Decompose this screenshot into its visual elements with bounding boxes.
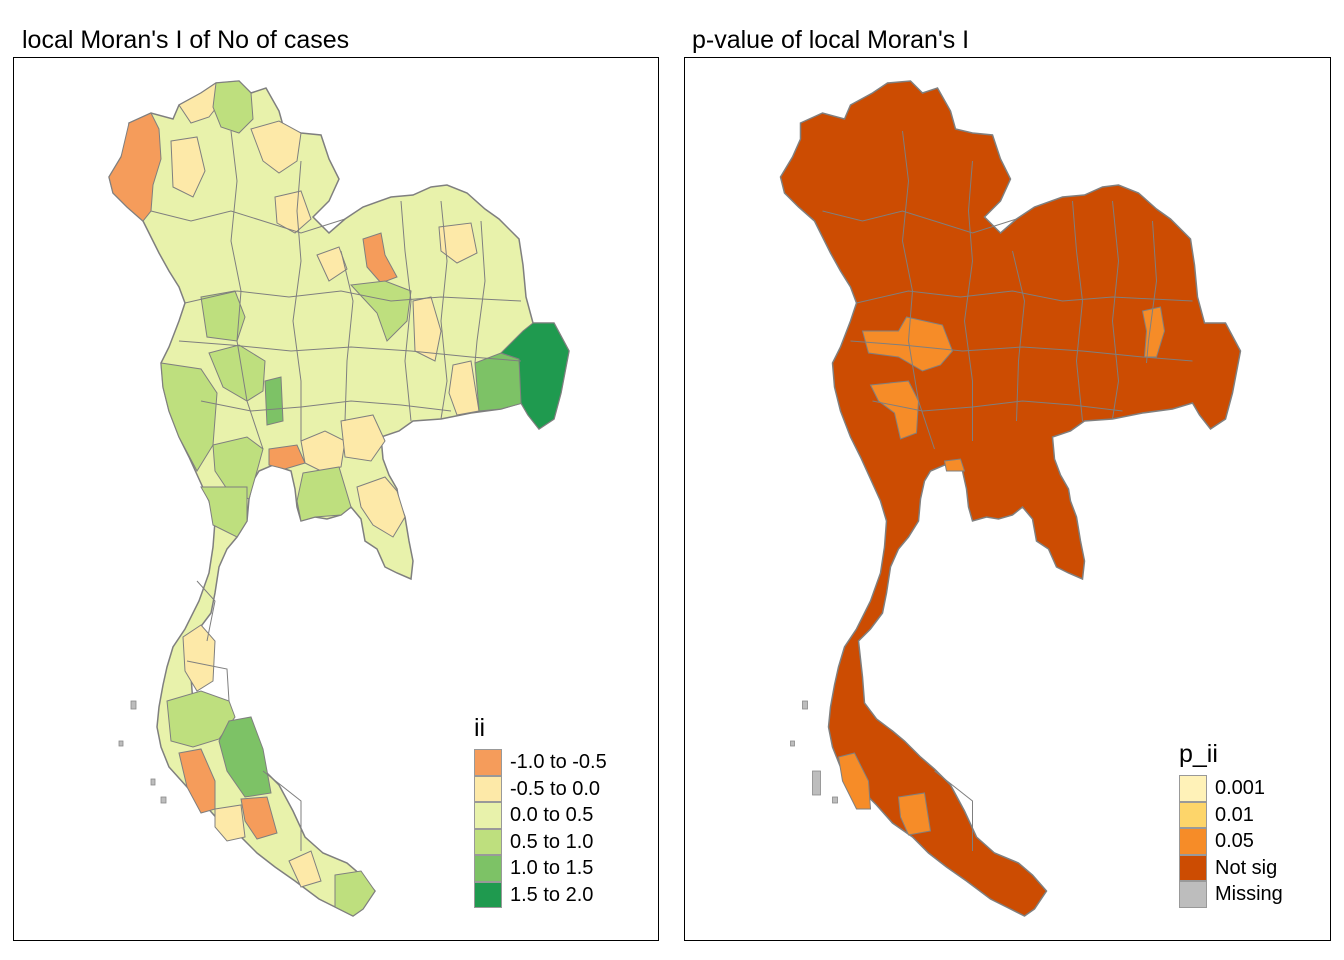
left-legend-swatch xyxy=(474,828,502,855)
left-legend-item: 1.0 to 1.5 xyxy=(474,855,607,882)
left-legend-swatch xyxy=(474,775,502,802)
left-legend-item: -0.5 to 0.0 xyxy=(474,775,607,802)
left-legend-item: 0.5 to 1.0 xyxy=(474,828,607,855)
right-legend-item: 0.001 xyxy=(1179,775,1283,802)
right-legend-title: p_ii xyxy=(1179,740,1218,768)
right-map-legend: p_ii 0.001 0.01 0.05 Not sig Missing xyxy=(1179,742,1283,908)
left-legend-item: -1.0 to -0.5 xyxy=(474,749,607,776)
left-legend-label: -0.5 to 0.0 xyxy=(510,777,601,800)
right-legend-label: 0.01 xyxy=(1215,803,1254,826)
right-legend-swatch xyxy=(1179,854,1207,881)
right-legend-swatch xyxy=(1179,828,1207,855)
right-legend-item: Missing xyxy=(1179,881,1283,908)
left-map-frame xyxy=(13,57,659,941)
left-legend-label: -1.0 to -0.5 xyxy=(510,751,607,774)
left-legend-title: ii xyxy=(474,714,486,742)
right-map-frame xyxy=(684,57,1331,941)
left-legend-item: 1.5 to 2.0 xyxy=(474,881,607,908)
right-legend-swatch xyxy=(1179,775,1207,802)
left-legend-item: 0.0 to 0.5 xyxy=(474,802,607,829)
right-choropleth-map xyxy=(779,80,1242,917)
left-map-legend: ii -1.0 to -0.5 -0.5 to 0.0 0.0 to 0.5 0.5 … xyxy=(474,716,607,908)
right-legend-label: 0.001 xyxy=(1215,777,1266,800)
right-legend-swatch xyxy=(1179,801,1207,828)
left-legend-swatch xyxy=(474,749,502,776)
left-map-title: local Moran's I of No of cases xyxy=(22,26,350,54)
left-legend-swatch xyxy=(474,855,502,882)
right-legend-label: Not sig xyxy=(1215,856,1278,879)
right-legend-item: 0.01 xyxy=(1179,801,1283,828)
left-choropleth-map xyxy=(108,80,570,917)
right-legend-label: 0.05 xyxy=(1215,830,1254,853)
right-legend-item: Not sig xyxy=(1179,854,1283,881)
left-legend-label: 1.0 to 1.5 xyxy=(510,857,594,880)
right-legend-label: Missing xyxy=(1215,883,1283,906)
right-legend-swatch xyxy=(1179,881,1207,908)
left-legend-label: 0.0 to 0.5 xyxy=(510,804,594,827)
left-legend-label: 1.5 to 2.0 xyxy=(510,883,594,906)
left-legend-swatch xyxy=(474,881,502,908)
right-legend-item: 0.05 xyxy=(1179,828,1283,855)
left-legend-swatch xyxy=(474,802,502,829)
right-map-title: p-value of local Moran's I xyxy=(692,26,970,54)
left-legend-label: 0.5 to 1.0 xyxy=(510,830,594,853)
